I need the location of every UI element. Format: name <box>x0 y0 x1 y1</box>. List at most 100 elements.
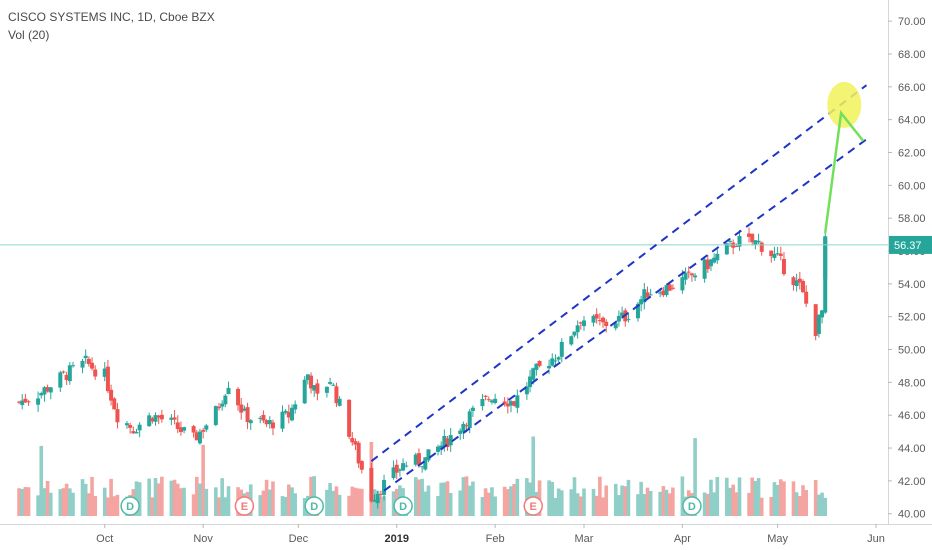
candle-body <box>258 417 263 419</box>
candle-body <box>470 407 475 411</box>
volume-bar <box>182 487 186 516</box>
volume-bar <box>759 497 764 516</box>
candle-body <box>334 386 339 404</box>
price-tick-label: 46.00 <box>898 410 926 422</box>
volume-bar <box>350 486 355 516</box>
price-tick-label: 60.00 <box>898 180 926 192</box>
volume-bar <box>83 483 88 516</box>
volume-bar <box>756 478 761 516</box>
price-tick-label: 54.00 <box>898 279 926 291</box>
volume-bar <box>112 496 117 516</box>
candle-body <box>448 435 453 446</box>
candle-body <box>823 236 828 279</box>
candle-body <box>489 400 494 403</box>
volume-bar <box>198 483 202 516</box>
volume-bar <box>575 493 580 516</box>
candle-body <box>505 403 510 407</box>
candle-body <box>705 259 710 270</box>
candle-body <box>750 233 755 243</box>
candle-body <box>820 310 825 318</box>
volume-bar <box>480 497 485 516</box>
candle-body <box>559 341 564 357</box>
candle-body <box>737 236 742 247</box>
candle-body <box>39 393 44 396</box>
candle-body <box>794 280 799 286</box>
time-tick-label: Oct <box>96 533 113 545</box>
volume-bar <box>664 489 669 516</box>
candle-body <box>375 493 380 504</box>
candle-body <box>626 319 631 321</box>
channel-lower-line <box>383 138 868 492</box>
candle-body <box>131 431 136 434</box>
volume-bar <box>461 477 466 516</box>
candle-body <box>397 469 402 471</box>
candle-body <box>708 259 713 267</box>
volume-bar <box>58 489 63 516</box>
price-tick-label: 52.00 <box>898 312 926 324</box>
candle-body <box>445 438 450 448</box>
candle-body <box>658 292 663 294</box>
candle-body <box>191 426 196 433</box>
candle-body <box>23 398 28 403</box>
volume-bar <box>379 497 383 516</box>
volume-bar <box>734 492 739 516</box>
volume-bar <box>604 485 609 516</box>
price-tick-label: 62.00 <box>898 147 926 159</box>
volume-bar <box>194 476 199 516</box>
candle-body <box>267 420 272 425</box>
candle-body <box>153 415 158 422</box>
volume-bar <box>559 490 564 516</box>
volume-bar <box>413 477 418 516</box>
candle-body <box>401 463 406 471</box>
candle-body <box>93 369 98 377</box>
candle-body <box>220 403 225 407</box>
candle-body <box>175 422 180 429</box>
volume-bar <box>617 495 621 516</box>
volume-bar <box>458 490 463 516</box>
volume-bar <box>109 478 113 516</box>
symbol-title[interactable]: CISCO SYSTEMS INC, 1D, Cboe BZX <box>8 10 215 24</box>
candle-body <box>226 387 231 395</box>
candle-body <box>575 325 580 333</box>
event-marker-label: D <box>126 501 134 513</box>
volume-bar <box>648 491 653 516</box>
candle-body <box>359 461 364 470</box>
volume-bar <box>715 477 720 516</box>
volume-bar <box>356 488 361 516</box>
candle-body <box>105 366 110 392</box>
volume-bar <box>591 488 596 516</box>
volume-bar <box>626 479 631 516</box>
volume-bar <box>45 480 50 516</box>
candle-body <box>290 407 294 421</box>
volume-bar <box>153 478 158 516</box>
candle-body <box>305 374 310 380</box>
volume-bar <box>64 483 69 516</box>
volume-bar <box>490 487 494 516</box>
volume-bar <box>645 487 650 516</box>
candle-body <box>112 398 117 410</box>
candle-body <box>36 398 41 405</box>
volume-bar <box>226 486 231 516</box>
last-price-tag <box>889 235 932 254</box>
candle-body <box>616 315 621 322</box>
candle-body <box>124 423 129 426</box>
candle-body <box>712 257 717 263</box>
volume-bar <box>325 489 329 516</box>
candle-body <box>813 304 818 336</box>
candle-body <box>223 395 228 405</box>
candles <box>17 227 828 509</box>
volume-bar <box>747 492 751 516</box>
candle-body <box>582 320 586 327</box>
candle-body <box>759 242 764 252</box>
candle-body <box>270 422 275 429</box>
volume-indicator-label[interactable]: Vol (20) <box>8 28 50 42</box>
candle-body <box>480 398 485 407</box>
candle-body <box>635 303 640 319</box>
candle-body <box>416 453 421 465</box>
candle-body <box>648 294 653 296</box>
volume-bar <box>137 482 142 516</box>
volume-bar <box>712 492 716 516</box>
price-tick-label: 44.00 <box>898 443 926 455</box>
chart-legend: CISCO SYSTEMS INC, 1D, Cboe BZX Vol (20) <box>8 8 215 44</box>
